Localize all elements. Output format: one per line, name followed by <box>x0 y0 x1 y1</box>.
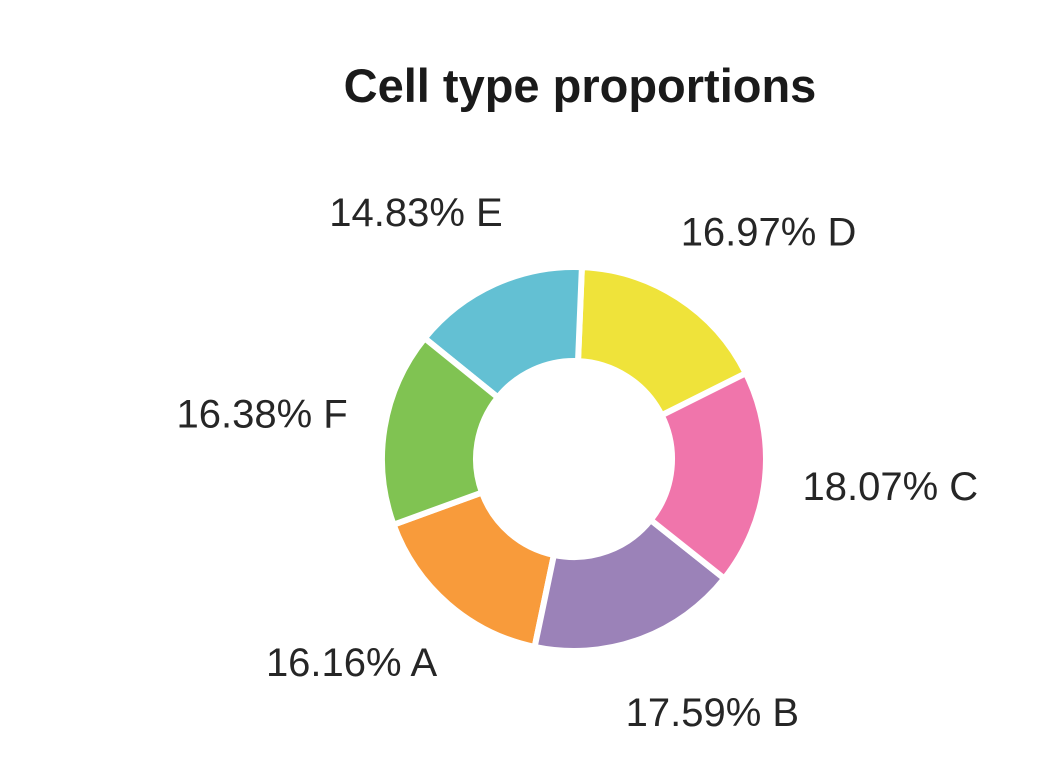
slice-b <box>531 515 729 654</box>
slice-d <box>574 264 750 420</box>
labels-layer: 16.16% A 17.59% B 18.07% C 16.97% D 14.83% E… <box>176 191 978 735</box>
slice-label-a: 16.16% A <box>266 641 438 685</box>
slice-label-d: 16.97% D <box>681 210 857 254</box>
slices-layer <box>379 264 769 654</box>
slice-c <box>646 369 769 583</box>
slice-label-e: 14.83% E <box>329 191 502 235</box>
chart-title: Cell type proportions <box>343 59 817 112</box>
slice-label-c: 18.07% C <box>803 465 979 509</box>
slice-f <box>379 334 503 529</box>
slice-label-f: 16.38% F <box>176 393 347 437</box>
slice-label-b: 17.59% B <box>626 691 799 735</box>
